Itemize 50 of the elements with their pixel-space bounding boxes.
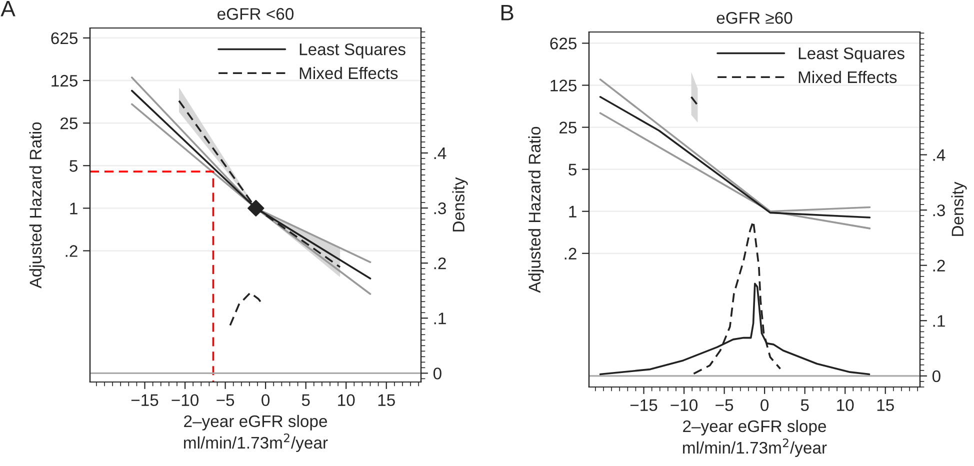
y2-tick-label: .4	[933, 149, 946, 161]
y-tick-label: 125	[550, 80, 576, 92]
y2-tick-label: .1	[933, 315, 945, 327]
y-tick-label: 25	[60, 117, 78, 130]
x-tick-label: 15	[378, 394, 395, 406]
x-tick-label: −15	[131, 394, 158, 406]
y-tick-label: 125	[52, 74, 78, 87]
x-tick-label: 0	[760, 399, 769, 412]
legend-label: Mixed Effects	[798, 70, 897, 84]
y-axis-title: Adjusted Hazard Ratio	[29, 122, 45, 288]
y-tick-label: 5	[568, 164, 576, 176]
x-axis-title: 2–year eGFR slope ml/min/1.73m$^{2}$/year	[184, 414, 328, 452]
x-tick-label: 10	[338, 394, 355, 406]
y2-tick-label: .4	[434, 148, 446, 160]
y-tick-label: 625	[51, 32, 78, 44]
x-tick-label: −5	[216, 394, 234, 406]
y2-axis-title: Density	[452, 177, 468, 232]
legend-label: Least Squares	[798, 47, 904, 63]
y-tick-label: 625	[550, 38, 576, 50]
x-tick-label: −15	[630, 399, 658, 412]
x-tick-label: −10	[172, 394, 199, 406]
x-tick-label: 5	[800, 399, 809, 412]
text: A	[0, 1, 16, 16]
x-tick-label: 10	[837, 399, 854, 412]
chart-title: eGFR <60	[218, 8, 294, 20]
y2-tick-label: .3	[933, 204, 945, 216]
y2-tick-label: .2	[933, 260, 945, 272]
x-tick-label: 15	[877, 399, 894, 412]
chart-title: eGFR ≥60	[716, 12, 792, 24]
y-tick-label: 5	[70, 160, 78, 172]
y2-tick-label: .2	[434, 257, 446, 270]
y-tick-label: .2	[66, 245, 78, 257]
text: B	[501, 5, 514, 20]
y-tick-label: 1	[70, 202, 78, 214]
y-tick-label: .2	[564, 248, 576, 260]
x-tick-label: 5	[302, 394, 310, 406]
y2-tick-label: 0	[932, 370, 940, 382]
y2-tick-label: .3	[434, 202, 446, 214]
legend-label: Least Squares	[300, 43, 406, 59]
y2-tick-label: .1	[434, 312, 446, 324]
y2-tick-label: 0	[433, 368, 442, 380]
x-tick-label: −10	[670, 399, 698, 412]
y-axis-title: Adjusted Hazard Ratio	[528, 126, 544, 293]
x-tick-label: 0	[262, 394, 270, 406]
x-tick-label: −5	[716, 399, 734, 412]
y2-axis-title: Density	[951, 182, 967, 236]
y-tick-label: 1	[569, 206, 576, 218]
legend-label: Mixed Effects	[300, 66, 398, 80]
y-tick-label: 25	[559, 122, 576, 134]
x-axis-title: 2–year eGFR slope ml/min/1.73m$^{2}$/year	[683, 420, 827, 457]
